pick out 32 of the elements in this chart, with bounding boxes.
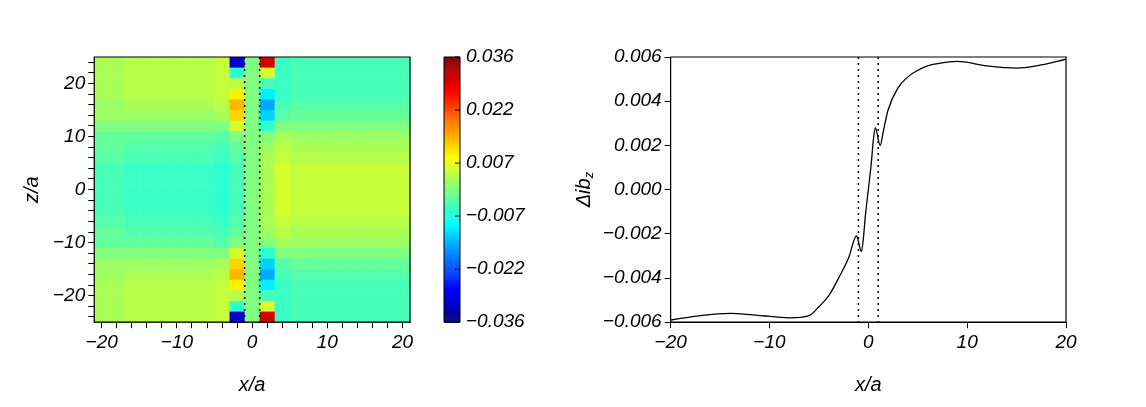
color-bar-label: −0.007 (466, 204, 527, 226)
color-bar-label: 0.007 (466, 151, 515, 173)
color-bar-label: 0.036 (466, 45, 514, 67)
color-bar-label: −0.036 (466, 310, 526, 332)
y-tick-label: −0.006 (602, 310, 663, 332)
y-tick-label: 10 (64, 124, 86, 146)
x-tick-label: 0 (863, 330, 875, 352)
x-tick-label: 10 (956, 330, 979, 352)
y-tick-label: 0.000 (614, 177, 663, 199)
x-tick-label: 0 (246, 330, 258, 352)
y-tick-label: −0.004 (602, 266, 662, 288)
y-tick-label: −0.002 (602, 222, 663, 244)
x-tick-label: −20 (85, 330, 119, 352)
y-tick-label: −10 (53, 230, 86, 252)
y-tick-label: 0.004 (614, 89, 662, 111)
y-tick-label: 0.006 (614, 45, 663, 67)
y-tick-label: 0.002 (614, 133, 663, 155)
x-tick-label: −10 (753, 330, 787, 352)
y-tick-label: 0 (74, 177, 86, 199)
y-axis-title: z/a (19, 176, 42, 204)
y-tick-label: −20 (53, 283, 86, 305)
x-tick-label: 20 (1054, 330, 1077, 352)
x-tick-label: −10 (160, 330, 194, 352)
y-tick-label: 20 (63, 71, 86, 93)
y-axis-title: Δibz (571, 171, 596, 209)
x-tick-label: −20 (654, 330, 688, 352)
color-bar-label: 0.022 (466, 98, 514, 120)
x-tick-label: 20 (390, 330, 414, 352)
x-tick-label: 10 (316, 330, 339, 352)
color-bar-label: −0.022 (466, 257, 526, 279)
x-axis-title: x/a (853, 372, 882, 395)
x-axis-title: x/a (237, 372, 266, 395)
